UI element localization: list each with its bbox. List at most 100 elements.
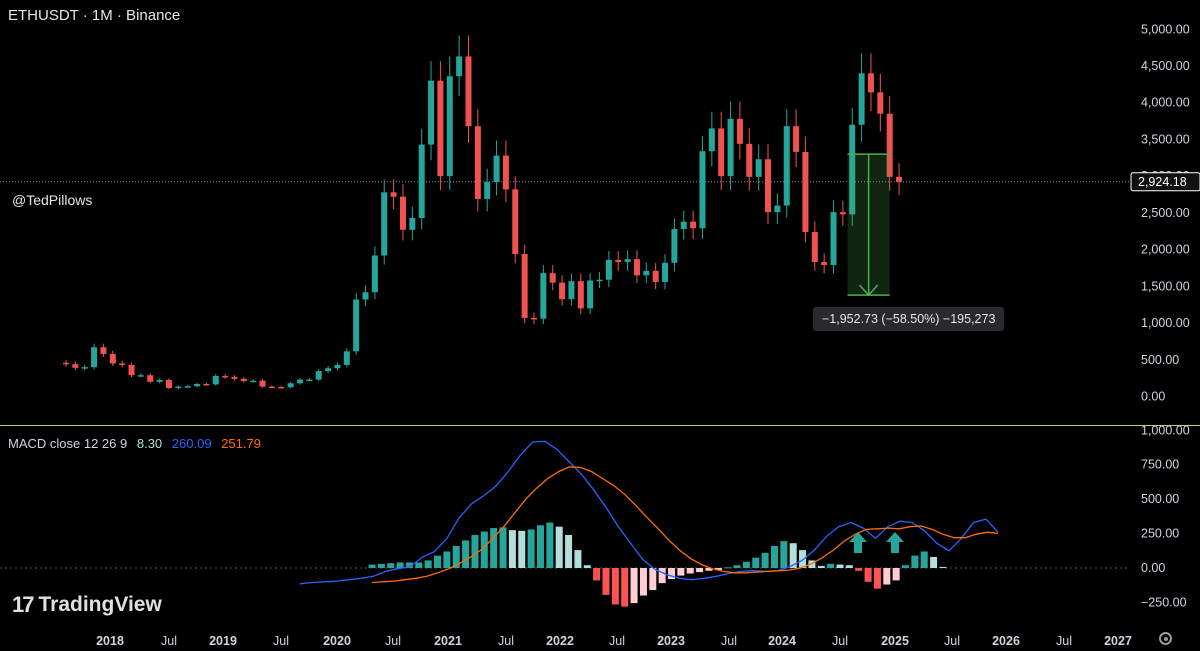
macd-histogram-bar <box>752 557 760 568</box>
candle-body <box>240 378 247 382</box>
candle-body <box>81 367 88 369</box>
macd-histogram-bar <box>883 568 891 585</box>
macd-histogram-bar <box>930 556 938 568</box>
price-tick-label: 1,500.00 <box>1141 279 1190 293</box>
candle-body <box>624 259 631 263</box>
candle-body <box>849 124 856 215</box>
candle-body <box>184 386 191 388</box>
candle-body <box>91 347 98 368</box>
candle-body <box>315 371 322 380</box>
macd-histogram-bar <box>686 568 694 574</box>
candle-body <box>802 151 809 232</box>
macd-histogram-bar <box>621 568 629 607</box>
tradingview-logo[interactable]: 17 TradingView <box>12 592 162 618</box>
candle-body <box>821 262 828 266</box>
macd-histogram-bar <box>536 525 544 568</box>
candle-body <box>259 380 266 387</box>
macd-histogram-bar <box>668 568 676 580</box>
price-tick-label: 4,500.00 <box>1141 59 1190 73</box>
macd-histogram-bar <box>583 565 591 568</box>
time-tick-label: 2021 <box>434 634 462 648</box>
candle-body <box>409 218 416 230</box>
macd-histogram-bar <box>480 531 488 568</box>
macd-histogram-bar <box>939 566 947 568</box>
candle-body <box>531 317 537 320</box>
measure-arrow-head <box>859 284 879 297</box>
candle-body <box>783 126 790 206</box>
macd-histogram-bar <box>836 564 844 568</box>
macd-histogram-bar <box>658 568 666 584</box>
candle-body <box>596 279 603 282</box>
macd-histogram-bar <box>855 568 863 571</box>
macd-legend: MACD close 12 26 9 8.30 260.09 251.79 <box>8 436 267 451</box>
candle-body <box>811 231 818 263</box>
candle-body <box>437 80 444 177</box>
macd-tick-label: 750.00 <box>1141 458 1179 472</box>
candle-body <box>502 155 509 190</box>
price-tick-label: 1,000.00 <box>1141 316 1190 330</box>
macd-histogram-bar <box>920 551 928 568</box>
macd-histogram-bar <box>405 562 413 568</box>
candle-body <box>147 375 154 382</box>
candle-body <box>484 182 491 199</box>
candle-body <box>858 73 865 125</box>
author-watermark: @TedPillows <box>12 192 93 208</box>
candle-body <box>371 255 378 293</box>
macd-histogram-bar <box>911 555 919 568</box>
candle-body <box>587 280 594 309</box>
macd-tick-label: 250.00 <box>1141 527 1179 541</box>
candle-body <box>399 196 406 230</box>
macd-histogram-bar <box>761 552 769 568</box>
price-tick-label: 4,000.00 <box>1141 96 1190 110</box>
chart-title: ETHUSDT · 1M · Binance <box>8 7 181 24</box>
time-tick-label: 2020 <box>323 634 351 648</box>
candle-body <box>765 159 771 213</box>
candle-body <box>568 281 575 300</box>
candle-body <box>774 205 781 213</box>
candle-body <box>662 262 669 282</box>
price-tick-label: 500.00 <box>1141 353 1179 367</box>
time-tick-label: 2019 <box>209 634 237 648</box>
candle-body <box>652 270 659 282</box>
macd-histogram-bar <box>434 555 442 568</box>
macd-histogram-bar <box>817 565 825 568</box>
macd-histogram-bar <box>490 528 498 568</box>
candle-body <box>867 73 874 93</box>
macd-histogram-bar <box>443 551 451 568</box>
macd-histogram-bar <box>780 541 788 568</box>
time-tick-label: 2027 <box>1104 634 1132 648</box>
macd-histogram-bar <box>845 565 853 568</box>
candle-body <box>156 379 163 382</box>
candle-body <box>708 128 715 152</box>
macd-histogram-bar <box>546 522 554 568</box>
candle-body <box>896 176 903 182</box>
candle-body <box>736 118 743 144</box>
macd-tick-label: −250.00 <box>1141 595 1187 609</box>
macd-histogram-bar <box>827 563 835 568</box>
macd-legend-macd: 260.09 <box>171 436 212 451</box>
candle-body <box>137 375 144 377</box>
candle-body <box>633 259 640 276</box>
candle-body <box>325 368 332 372</box>
gear-icon[interactable] <box>1159 632 1172 645</box>
candle-body <box>63 362 69 365</box>
time-tick-label: Jul <box>498 634 514 648</box>
price-tick-label: 5,000.00 <box>1141 22 1190 36</box>
macd-histogram-bar <box>499 527 507 568</box>
candle-body <box>119 363 126 365</box>
candle-body <box>755 159 762 177</box>
time-tick-label: 2024 <box>768 634 796 648</box>
macd-legend-signal: 251.79 <box>221 436 261 451</box>
macd-histogram-bar <box>696 568 704 573</box>
macd-histogram-bar <box>424 560 432 568</box>
macd-histogram-bar <box>902 565 910 568</box>
macd-histogram-bar <box>602 568 610 595</box>
candle-body <box>128 364 135 376</box>
macd-histogram-bar <box>518 530 526 568</box>
up-arrow-marker <box>849 532 867 553</box>
candle-body <box>175 386 182 389</box>
measure-label: −1,952.73 (−58.50%) −195,273 <box>813 307 1005 331</box>
candle-body <box>306 379 313 382</box>
macd-histogram-bar <box>387 563 395 568</box>
